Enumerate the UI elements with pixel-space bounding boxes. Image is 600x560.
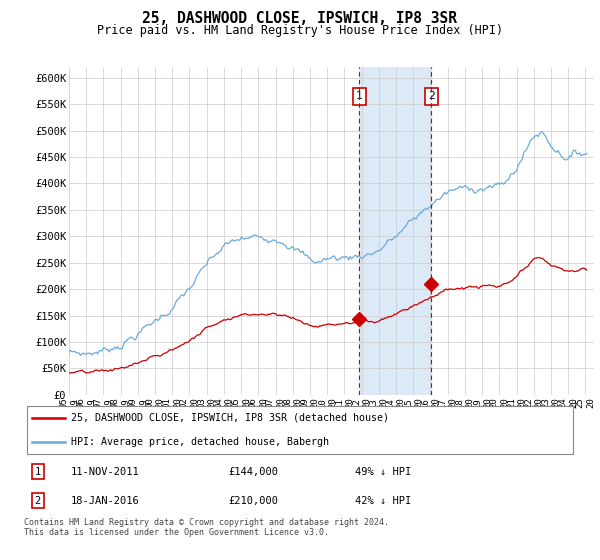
Text: 2: 2 xyxy=(428,91,435,101)
Text: 11-NOV-2011: 11-NOV-2011 xyxy=(71,466,140,477)
Text: 1: 1 xyxy=(35,466,41,477)
Text: £210,000: £210,000 xyxy=(228,496,278,506)
Bar xyxy=(359,67,431,395)
Text: Price paid vs. HM Land Registry's House Price Index (HPI): Price paid vs. HM Land Registry's House … xyxy=(97,24,503,36)
Text: 1: 1 xyxy=(356,91,363,101)
Text: 18-JAN-2016: 18-JAN-2016 xyxy=(71,496,140,506)
Text: 2: 2 xyxy=(35,496,41,506)
Text: 25, DASHWOOD CLOSE, IPSWICH, IP8 3SR: 25, DASHWOOD CLOSE, IPSWICH, IP8 3SR xyxy=(143,11,458,26)
Text: £144,000: £144,000 xyxy=(228,466,278,477)
Text: HPI: Average price, detached house, Babergh: HPI: Average price, detached house, Babe… xyxy=(71,437,329,447)
Text: 42% ↓ HPI: 42% ↓ HPI xyxy=(355,496,412,506)
FancyBboxPatch shape xyxy=(27,406,573,454)
Text: 25, DASHWOOD CLOSE, IPSWICH, IP8 3SR (detached house): 25, DASHWOOD CLOSE, IPSWICH, IP8 3SR (de… xyxy=(71,413,389,423)
Text: Contains HM Land Registry data © Crown copyright and database right 2024.
This d: Contains HM Land Registry data © Crown c… xyxy=(24,518,389,538)
Text: 49% ↓ HPI: 49% ↓ HPI xyxy=(355,466,412,477)
